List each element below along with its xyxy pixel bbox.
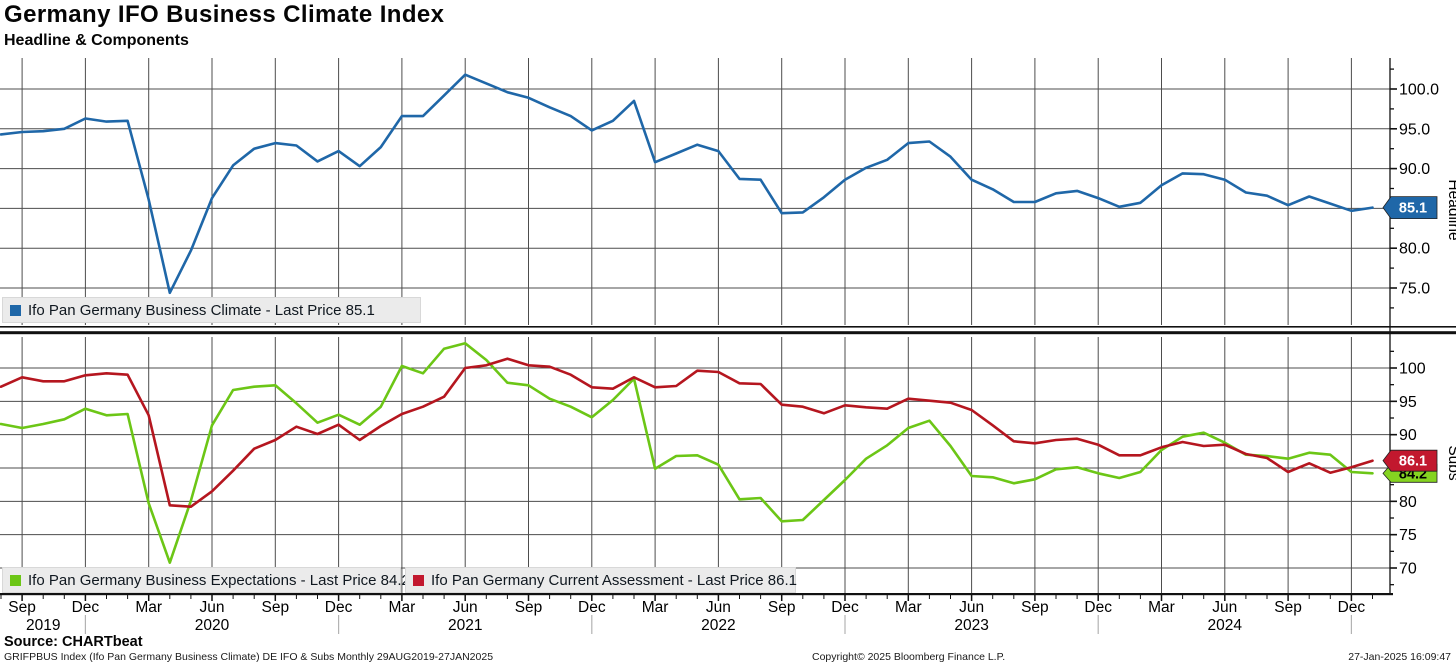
source-label: Source: CHARTbeat bbox=[4, 634, 143, 650]
ifo-pan-germany-business-expectations-line bbox=[0, 341, 1374, 565]
climate-series-swatch-icon bbox=[10, 304, 21, 316]
axes-frame bbox=[0, 58, 1456, 596]
x-tick-label: Jun bbox=[453, 599, 478, 616]
y-tick-label: 90 bbox=[1399, 427, 1417, 444]
x-year-label: 2023 bbox=[954, 617, 988, 634]
legend-business-climate: Ifo Pan Germany Business Climate - Last … bbox=[2, 297, 421, 323]
x-tick-label: Sep bbox=[768, 599, 796, 616]
x-tick-label: Sep bbox=[8, 599, 36, 616]
security-description: GRIFPBUS Index (Ifo Pan Germany Business… bbox=[4, 651, 494, 663]
last-price-badges: 84.286.185.1 bbox=[1382, 196, 1438, 483]
x-tick-label: Dec bbox=[1084, 599, 1112, 616]
y-tick-label: 100 bbox=[1399, 361, 1426, 378]
axis-titles: Headline Subs bbox=[1445, 179, 1456, 481]
y-tick-label: 80 bbox=[1399, 494, 1417, 511]
x-year-label: 2019 bbox=[26, 617, 60, 634]
legend-business-climate-label: Ifo Pan Germany Business Climate - Last … bbox=[28, 301, 375, 319]
assessment-series-swatch-icon bbox=[413, 574, 424, 586]
assessment-last-price-badge-value: 86.1 bbox=[1399, 454, 1427, 470]
x-tick-label: Sep bbox=[262, 599, 290, 616]
climate-last-price-badge-value: 85.1 bbox=[1399, 201, 1427, 217]
legend-current-assessment: Ifo Pan Germany Current Assessment - Las… bbox=[405, 567, 797, 593]
chart-title: Germany IFO Business Climate Index bbox=[4, 1, 445, 28]
x-tick-label: Jun bbox=[959, 599, 984, 616]
gridlines bbox=[0, 58, 1390, 593]
ifo-pan-germany-business-climate-line bbox=[0, 73, 1374, 295]
y-tick-label: 95 bbox=[1399, 394, 1417, 411]
x-tick-label: Jun bbox=[200, 599, 225, 616]
x-tick-label: Mar bbox=[895, 599, 922, 616]
expectations-series-swatch-icon bbox=[10, 574, 21, 586]
x-tick-label: Sep bbox=[1274, 599, 1302, 616]
y-tick-label: 75 bbox=[1399, 527, 1417, 544]
legend-business-expectations-label: Ifo Pan Germany Business Expectations - … bbox=[28, 571, 410, 589]
x-tick-label: Sep bbox=[1021, 599, 1049, 616]
x-year-label: 2020 bbox=[195, 617, 230, 634]
x-tick-label: Mar bbox=[642, 599, 669, 616]
series-lines bbox=[0, 73, 1374, 565]
headline-axis-title: Headline bbox=[1445, 179, 1456, 240]
x-tick-label: Dec bbox=[578, 599, 606, 616]
x-axis: Sep Dec Mar Jun Sep Dec Mar Jun Sep Dec Mar Jun Sep D… bbox=[0, 595, 1373, 634]
x-year-label: 2024 bbox=[1208, 617, 1243, 634]
ifo-pan-germany-current-assessment-line bbox=[0, 357, 1374, 509]
y-tick-label: 70 bbox=[1399, 561, 1417, 578]
y-tick-label: 75.0 bbox=[1399, 281, 1430, 298]
x-tick-label: Dec bbox=[1338, 599, 1366, 616]
y-tick-label: 80.0 bbox=[1399, 241, 1430, 258]
y-tick-label: 95.0 bbox=[1399, 121, 1430, 138]
x-tick-label: Jun bbox=[706, 599, 731, 616]
x-tick-label: Sep bbox=[515, 599, 543, 616]
x-year-label: 2022 bbox=[701, 617, 735, 634]
legend-current-assessment-label: Ifo Pan Germany Current Assessment - Las… bbox=[431, 571, 797, 589]
x-tick-label: Dec bbox=[72, 599, 100, 616]
y-tick-label: 100.0 bbox=[1399, 82, 1439, 99]
x-tick-label: Dec bbox=[325, 599, 353, 616]
timestamp: 27-Jan-2025 16:09:47 bbox=[1348, 651, 1451, 663]
copyright-notice: Copyright© 2025 Bloomberg Finance L.P. bbox=[812, 651, 1006, 663]
y-tick-label: 90.0 bbox=[1399, 161, 1430, 178]
x-tick-label: Jun bbox=[1212, 599, 1237, 616]
x-tick-label: Mar bbox=[135, 599, 162, 616]
x-tick-label: Mar bbox=[1148, 599, 1175, 616]
assessment-last-price-badge bbox=[1382, 449, 1438, 472]
x-tick-label: Dec bbox=[831, 599, 859, 616]
x-tick-label: Mar bbox=[389, 599, 416, 616]
legend-business-expectations: Ifo Pan Germany Business Expectations - … bbox=[2, 567, 410, 593]
chart-subtitle: Headline & Components bbox=[4, 32, 189, 49]
climate-last-price-badge bbox=[1382, 196, 1438, 220]
chart-canvas: 100.095.090.085.080.075.0100959085807570… bbox=[0, 58, 1456, 634]
subs-axis-title: Subs bbox=[1445, 445, 1456, 481]
x-year-label: 2021 bbox=[448, 617, 482, 634]
